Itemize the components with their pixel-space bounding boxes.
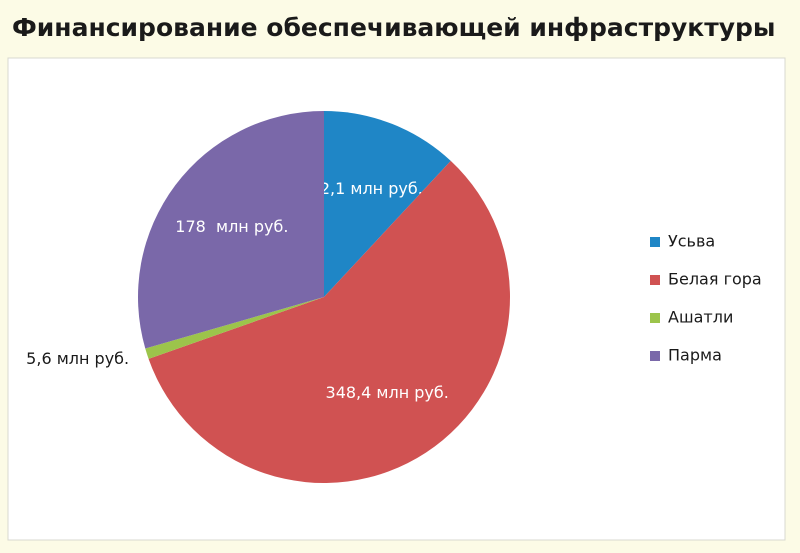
legend-swatch <box>650 351 660 361</box>
legend-label: Белая гора <box>668 270 762 289</box>
pie-slice <box>148 160 510 483</box>
pie-slice <box>324 111 451 297</box>
legend-label: Усьва <box>668 232 715 251</box>
legend-swatch <box>650 237 660 247</box>
data-label: 178 млн руб. <box>175 217 288 236</box>
chart-title: Финансирование обеспечивающей инфраструк… <box>12 13 776 42</box>
legend-swatch <box>650 313 660 323</box>
pie-slice <box>145 297 324 359</box>
data-label: 72,1 млн руб. <box>310 179 423 198</box>
data-label: 5,6 млн руб. <box>26 349 129 368</box>
legend-label: Парма <box>668 346 722 365</box>
pie-slice <box>137 111 324 349</box>
legend-label: Ашатли <box>668 308 733 327</box>
legend-swatch <box>650 275 660 285</box>
data-label: 348,4 млн руб. <box>326 383 449 402</box>
